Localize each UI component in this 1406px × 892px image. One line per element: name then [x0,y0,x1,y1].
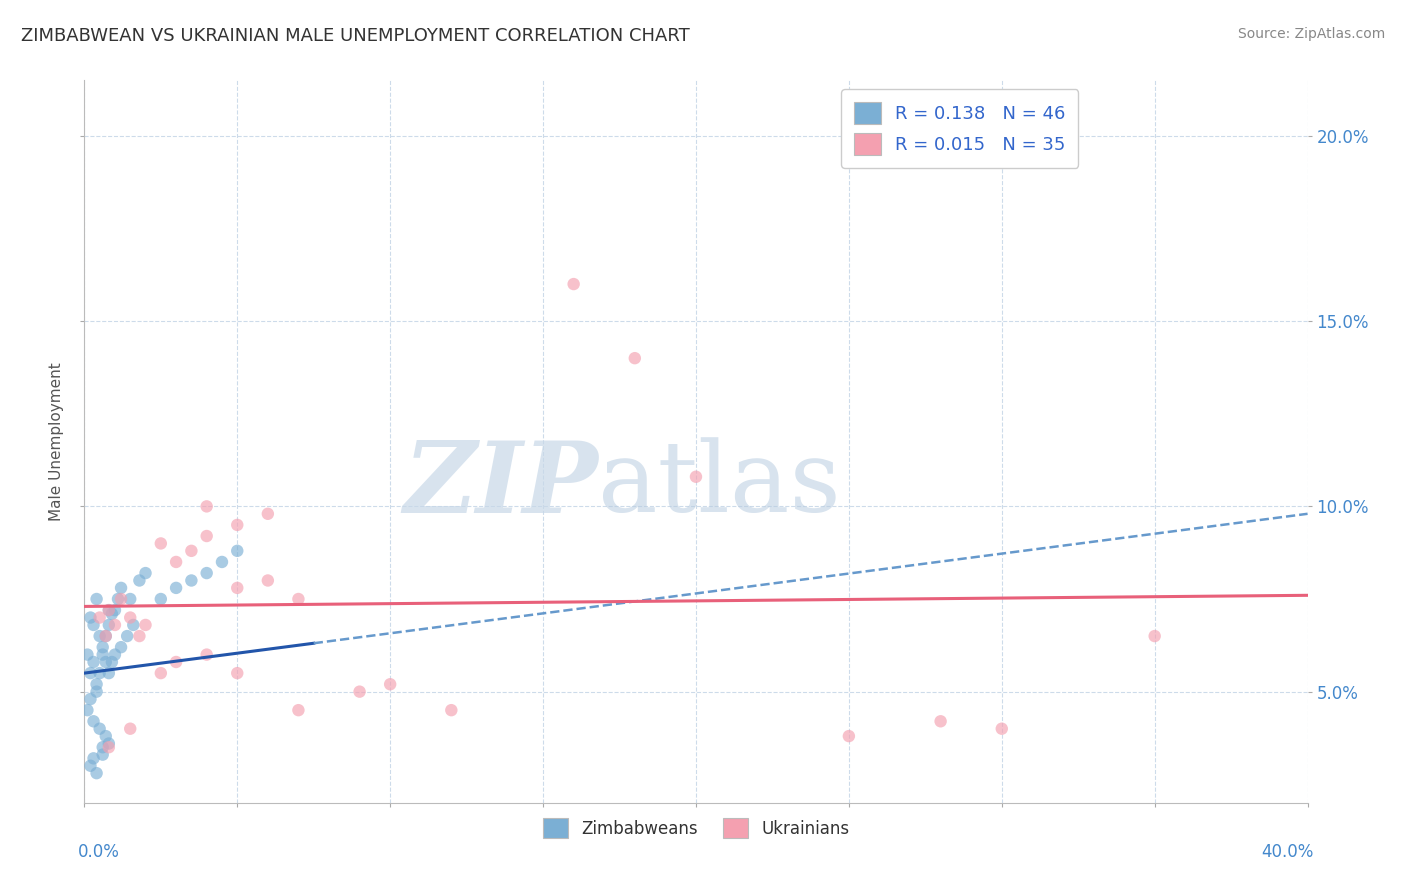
Point [287,703,309,717]
Point [94,655,117,669]
Point [76,648,98,662]
Point [91,640,114,655]
Point [838,729,860,743]
Point [94,629,117,643]
Point [79,758,101,772]
Point [929,714,952,729]
Point [135,618,157,632]
Point [97,740,120,755]
Point [104,603,127,617]
Point [440,703,463,717]
Point [89,629,111,643]
Point [97,737,120,751]
Point [110,640,132,655]
Point [287,592,309,607]
Y-axis label: Male Unemployment: Male Unemployment [49,362,65,521]
Point [685,469,707,483]
Text: atlas: atlas [598,437,841,533]
Point [120,592,142,607]
Point [97,666,120,681]
Point [380,677,402,691]
Point [165,555,187,569]
Text: 40.0%: 40.0% [1261,843,1313,861]
Point [1143,629,1166,643]
Point [562,277,585,291]
Point [226,517,249,532]
Point [79,666,101,681]
Point [91,648,114,662]
Point [86,592,108,607]
Point [211,555,233,569]
Point [101,655,124,669]
Point [149,666,172,681]
Point [83,655,105,669]
Point [97,603,120,617]
Point [991,722,1014,736]
Point [83,751,105,765]
Point [83,618,105,632]
Point [110,581,132,595]
Point [135,566,157,580]
Point [180,544,202,558]
Point [86,684,108,698]
Point [226,544,249,558]
Point [195,529,218,543]
Point [79,692,101,706]
Point [349,684,371,698]
Point [110,592,132,607]
Point [165,581,187,595]
Point [180,574,202,588]
Point [94,729,117,743]
Point [91,740,114,755]
Point [115,629,138,643]
Point [120,610,142,624]
Point [128,574,150,588]
Point [624,351,647,366]
Point [120,722,142,736]
Point [226,666,249,681]
Text: Source: ZipAtlas.com: Source: ZipAtlas.com [1237,27,1385,41]
Point [94,629,117,643]
Point [149,536,172,550]
Point [101,607,124,621]
Point [79,610,101,624]
Text: 0.0%: 0.0% [79,843,120,861]
Point [97,603,120,617]
Point [76,703,98,717]
Point [83,714,105,729]
Point [195,648,218,662]
Point [97,618,120,632]
Point [257,574,280,588]
Point [122,618,145,632]
Point [86,677,108,691]
Point [89,610,111,624]
Legend: Zimbabweans, Ukrainians: Zimbabweans, Ukrainians [536,812,856,845]
Point [107,592,129,607]
Point [257,507,280,521]
Point [165,655,187,669]
Point [104,618,127,632]
Text: ZIMBABWEAN VS UKRAINIAN MALE UNEMPLOYMENT CORRELATION CHART: ZIMBABWEAN VS UKRAINIAN MALE UNEMPLOYMEN… [21,27,690,45]
Point [91,747,114,762]
Point [128,629,150,643]
Point [104,648,127,662]
Point [226,581,249,595]
Point [86,766,108,780]
Point [149,592,172,607]
Point [89,722,111,736]
Point [195,500,218,514]
Point [89,666,111,681]
Point [195,566,218,580]
Text: ZIP: ZIP [404,437,598,533]
